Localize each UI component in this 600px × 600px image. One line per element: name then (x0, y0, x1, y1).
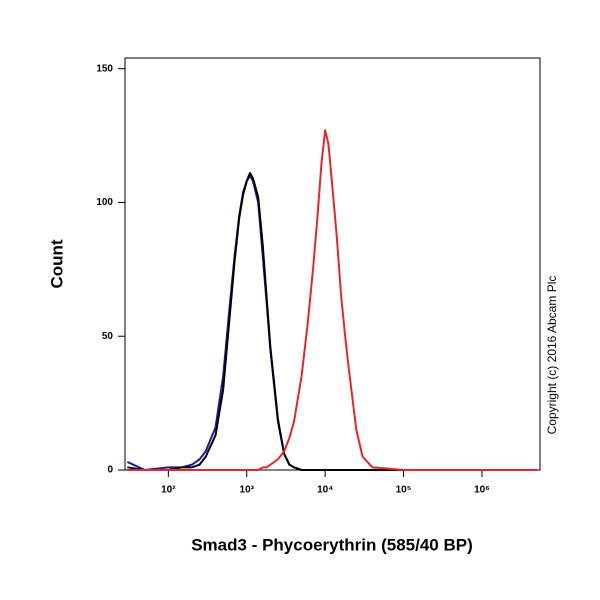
series-line (127, 172, 537, 471)
y-tick-label: 0 (107, 465, 113, 476)
x-tick-label: 10⁵ (396, 485, 412, 496)
y-tick-label: 50 (102, 331, 114, 342)
x-tick-label: 10³ (240, 485, 255, 496)
y-axis-label: Count (47, 239, 66, 288)
plot-frame (124, 57, 541, 471)
y-tick-label: 100 (96, 197, 113, 208)
x-tick-label: 10⁴ (317, 485, 333, 496)
x-tick-label: 10² (161, 485, 176, 496)
series-line (126, 174, 537, 471)
x-axis-label: Smad3 - Phycoerythrin (585/40 BP) (191, 535, 473, 554)
series-line (127, 129, 537, 471)
y-tick-label: 150 (96, 63, 113, 74)
x-tick-label: 10⁶ (474, 485, 490, 496)
copyright: Copyright (c) 2016 Abcam Plc (545, 276, 559, 435)
